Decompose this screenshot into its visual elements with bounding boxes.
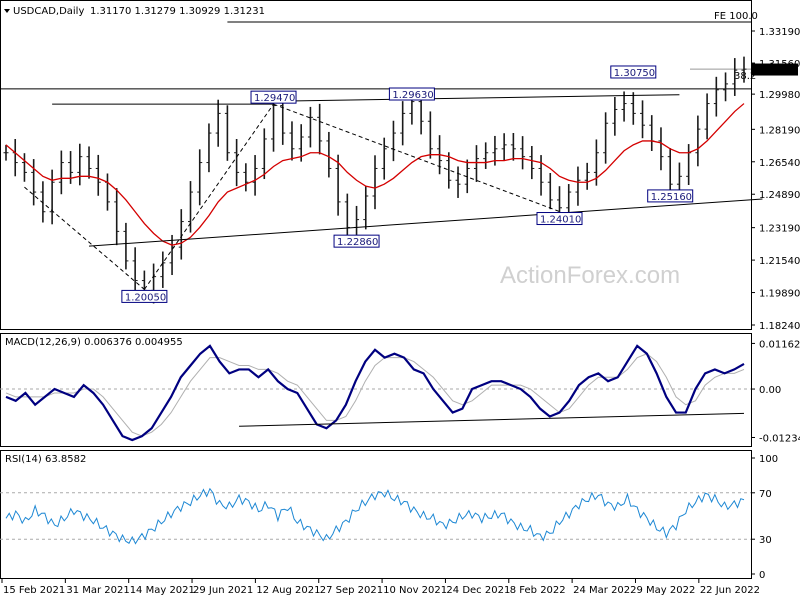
price-annotation-box (121, 289, 168, 303)
y-tick-label: 1.19890 (759, 289, 800, 300)
macd-lines (0, 344, 751, 442)
price-annotation-box (250, 90, 297, 104)
trendline (273, 94, 680, 102)
x-tick-label: 22 Jun 2022 (700, 585, 760, 596)
x-tick-label: 29 Jun 2021 (193, 585, 253, 596)
rsi-line (5, 487, 745, 545)
macd-title: MACD(12,26,9) 0.006376 0.004955 (5, 337, 183, 348)
y-tick-label: 1.24890 (759, 190, 800, 201)
y-tick-label: -0.012348 (759, 433, 800, 444)
rsi-line (0, 487, 751, 545)
rsi-y-axis: 100 70 30 0 (751, 454, 778, 581)
price-annotation-box (333, 234, 380, 248)
dropdown-triangle-icon (4, 9, 10, 13)
x-tick-label: 10 Nov 2021 (383, 585, 447, 596)
y-tick-label: 1.28190 (759, 125, 800, 136)
x-tick-label: 27 Sep 2021 (320, 585, 383, 596)
y-tick-label: 30 (759, 535, 772, 546)
watermark: ActionForex.com (500, 262, 680, 289)
trendline (88, 198, 763, 247)
y-tick-label: 0.011629 (759, 339, 800, 350)
y-tick-label: 0.00 (759, 385, 781, 396)
price-y-axis: 1.331901.315601.299801.281901.265401.248… (751, 27, 800, 332)
y-tick-label: 1.26540 (759, 158, 800, 169)
symbol-label: USDCAD,Daily (13, 6, 84, 17)
price-panel (0, 0, 752, 330)
x-tick-label: 9 May 2022 (636, 585, 695, 596)
price-levels: FE 100.0 38.2 (0, 11, 758, 90)
rsi-panel (0, 450, 752, 579)
macd-trendline (239, 412, 745, 427)
y-tick-label: 1.18240 (759, 321, 800, 332)
y-tick-label: 1.29980 (759, 90, 800, 101)
trendlines (24, 94, 763, 290)
price-annotation-label: 1.29630 (392, 90, 433, 101)
x-tick-label: 15 Feb 2021 (3, 585, 65, 596)
y-tick-label: 1.21540 (759, 256, 800, 267)
ohlc-values: 1.31170 1.31279 1.30929 1.31231 (90, 6, 265, 17)
dashed-trendline (143, 103, 274, 290)
y-tick-label: 100 (759, 454, 778, 465)
price-annotation-box (610, 65, 657, 79)
price-annotation-label: 1.20050 (125, 292, 166, 303)
moving-average-line (5, 103, 745, 246)
x-tick-label: 12 Aug 2021 (256, 585, 320, 596)
y-tick-label: 1.23190 (759, 224, 800, 235)
macd-line (5, 344, 745, 442)
dashed-trendline (24, 186, 145, 290)
macd-panel (0, 333, 752, 447)
y-tick-label: 1.33190 (759, 27, 800, 38)
current-price-label: 1.31231 (757, 66, 798, 77)
price-annotation-label: 1.29470 (254, 93, 295, 104)
price-annotation-box (536, 212, 583, 226)
price-annotation-label: 1.25160 (651, 192, 692, 203)
fib-level-label: 38.2 (734, 71, 756, 82)
macd-y-axis: 0.011629 0.00 -0.012348 (751, 339, 800, 444)
dashed-trendline (273, 103, 560, 212)
macd-signal-line (5, 353, 745, 437)
x-tick-label: 24 Dec 2021 (446, 585, 510, 596)
price-annotation-box (647, 189, 694, 203)
price-annotation-label: 1.30750 (614, 68, 655, 79)
y-tick-label: 70 (759, 489, 772, 500)
current-price-tag (752, 63, 798, 76)
price-annotations: 1.20050 1.29470 1.22860 1.29630 1.24010 1.307… (121, 65, 694, 303)
x-tick-label: 8 Feb 2022 (510, 585, 566, 596)
x-tick-label: 14 May 2021 (130, 585, 195, 596)
price-annotation-box (388, 87, 435, 101)
rsi-title: RSI(14) 63.8582 (5, 454, 86, 465)
fe-level-label: FE 100.0 (714, 11, 758, 22)
x-tick-label: 24 Mar 2022 (573, 585, 636, 596)
x-tick-label: 31 Mar 2021 (66, 585, 129, 596)
chart-header: USDCAD,Daily 1.31170 1.31279 1.30929 1.3… (4, 6, 265, 17)
y-tick-label: 0 (759, 570, 765, 581)
price-annotation-label: 1.22860 (337, 237, 378, 248)
moving-average (5, 103, 745, 246)
price-annotation-label: 1.24010 (540, 215, 581, 226)
